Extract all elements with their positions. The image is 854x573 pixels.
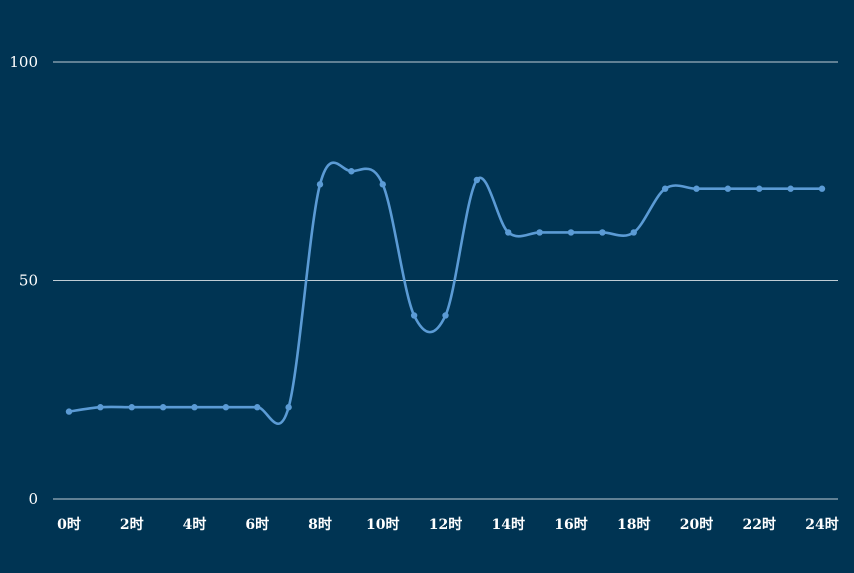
- point-layer: [65, 168, 826, 415]
- data-point[interactable]: [65, 408, 73, 415]
- data-point[interactable]: [128, 404, 135, 411]
- x-tick-label: 10时: [366, 516, 399, 533]
- data-point[interactable]: [724, 185, 732, 192]
- data-point[interactable]: [379, 181, 386, 188]
- data-point[interactable]: [693, 185, 700, 192]
- x-axis-ticks: 0时 2时 4时 6时 8时 10时 12时 14时 16时 18时 20时 22时 24时: [57, 516, 839, 533]
- data-point[interactable]: [97, 404, 104, 411]
- series-layer: [67, 161, 824, 425]
- data-point[interactable]: [254, 404, 261, 411]
- data-point[interactable]: [316, 181, 324, 188]
- data-point[interactable]: [505, 229, 512, 236]
- x-tick-label: 24时: [805, 516, 838, 533]
- data-point[interactable]: [599, 229, 606, 236]
- data-point[interactable]: [756, 185, 763, 192]
- data-point[interactable]: [222, 404, 230, 411]
- x-tick-label: 4时: [183, 516, 207, 533]
- data-point[interactable]: [536, 229, 543, 236]
- x-tick-label: 18时: [617, 516, 650, 533]
- y-axis-ticks: 0 50 100: [9, 53, 38, 508]
- data-point[interactable]: [159, 404, 167, 411]
- x-tick-label: 16时: [554, 516, 587, 533]
- data-point[interactable]: [567, 229, 575, 236]
- data-point[interactable]: [630, 229, 637, 236]
- x-tick-label: 22时: [743, 516, 776, 533]
- x-tick-label: 12时: [429, 516, 462, 533]
- data-point[interactable]: [285, 404, 292, 411]
- y-tick-label: 50: [19, 272, 38, 290]
- data-point[interactable]: [191, 404, 198, 411]
- x-tick-label: 2时: [120, 516, 144, 533]
- series-line-0: [67, 161, 824, 425]
- grid-lines: [53, 61, 838, 500]
- data-point[interactable]: [442, 312, 449, 319]
- data-point[interactable]: [348, 168, 355, 175]
- x-tick-label: 14时: [492, 516, 525, 533]
- data-point[interactable]: [410, 312, 418, 319]
- data-point[interactable]: [818, 185, 826, 192]
- y-tick-label: 100: [9, 53, 38, 71]
- x-tick-label: 6时: [245, 516, 269, 533]
- data-point[interactable]: [787, 185, 794, 192]
- x-tick-label: 8时: [308, 516, 332, 533]
- data-point[interactable]: [661, 185, 669, 192]
- y-tick-label: 0: [28, 490, 38, 508]
- x-tick-label: 0时: [57, 516, 81, 533]
- x-tick-label: 20时: [680, 516, 713, 533]
- data-point[interactable]: [473, 176, 481, 184]
